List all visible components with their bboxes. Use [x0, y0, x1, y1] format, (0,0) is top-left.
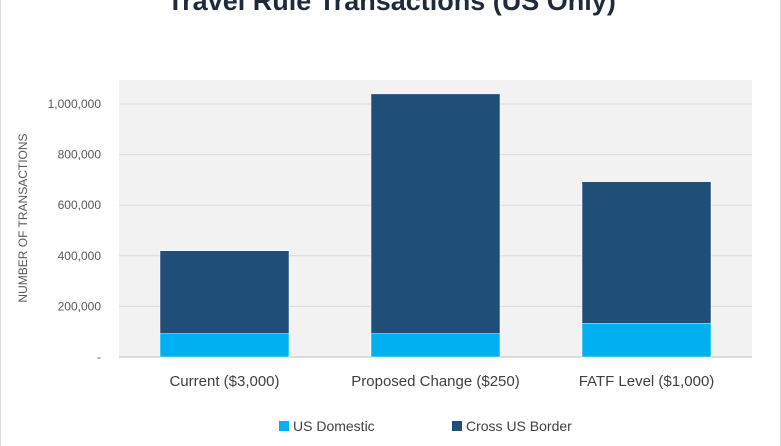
chart-title: Travel Rule Transactions (US Only) [167, 0, 616, 16]
x-tick-label: FATF Level ($1,000) [579, 373, 715, 390]
bar-us-domestic [159, 333, 290, 358]
x-tick-label: Proposed Change ($250) [351, 373, 519, 390]
legend-swatch [279, 421, 289, 431]
bars [159, 93, 712, 358]
y-tick-label: 200,000 [58, 299, 102, 313]
bar-us-domestic [581, 323, 712, 358]
legend: US Domestic Cross US Border [279, 418, 572, 434]
y-axis-ticks: - 200,000 400,000 600,000 800,000 1,000,000 [48, 97, 102, 364]
bar-cross-us-border [159, 250, 290, 334]
x-axis-ticks: Current ($3,000) Proposed Change ($250) FA… [169, 373, 714, 390]
y-tick-label: 1,000,000 [48, 97, 102, 111]
y-axis-label: NUMBER OF TRANSACTIONS [16, 133, 30, 302]
bar-us-domestic [370, 333, 501, 358]
legend-label: Cross US Border [466, 418, 572, 434]
x-tick-label: Current ($3,000) [169, 373, 279, 390]
legend-swatch [452, 421, 462, 431]
y-tick-label: 400,000 [58, 249, 102, 263]
y-tick-label: - [97, 350, 101, 364]
y-tick-label: 600,000 [58, 198, 102, 212]
y-tick-label: 800,000 [58, 148, 102, 162]
bar-cross-us-border [370, 93, 501, 334]
legend-label: US Domestic [293, 418, 375, 434]
bar-cross-us-border [581, 181, 712, 324]
